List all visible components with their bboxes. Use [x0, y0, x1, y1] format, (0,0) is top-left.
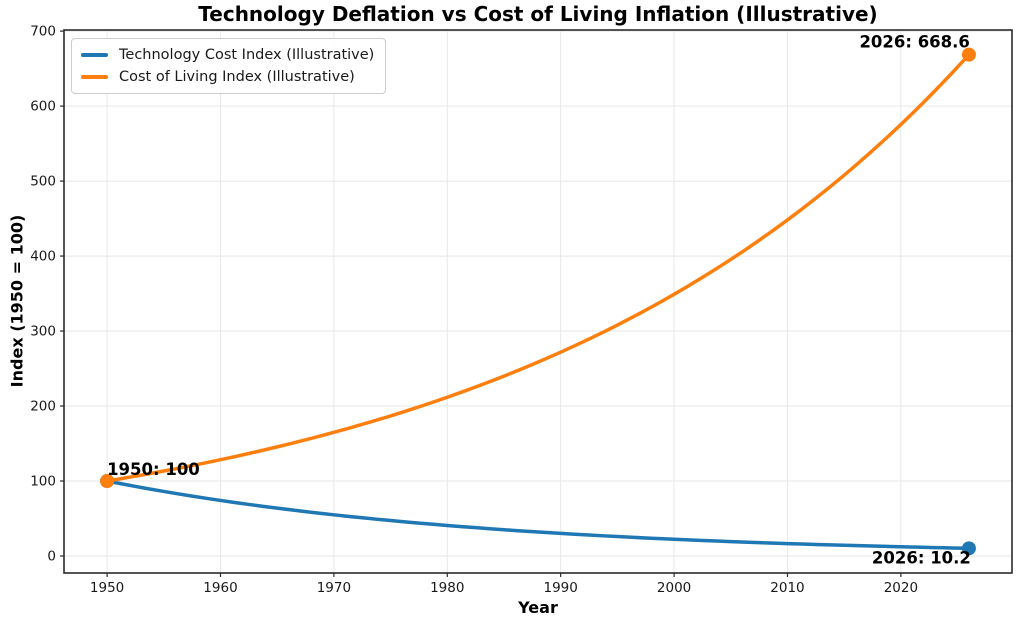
legend-label: Technology Cost Index (Illustrative) [119, 47, 375, 63]
legend-item: Technology Cost Index (Illustrative) [81, 44, 374, 66]
y-tick-label: 200 [30, 399, 56, 415]
legend: Technology Cost Index (Illustrative) Cost… [71, 38, 387, 94]
x-tick-label: 1950 [90, 580, 124, 596]
x-axis-label: Year [518, 598, 558, 617]
y-tick-label: 0 [47, 548, 56, 564]
x-tick-label: 2010 [770, 580, 804, 596]
annotation: 2026: 668.6 [859, 33, 969, 52]
y-tick-label: 300 [30, 324, 56, 340]
legend-swatch [81, 53, 108, 57]
y-tick-label: 600 [30, 99, 56, 115]
series-marker-0 [961, 541, 976, 556]
x-tick-label: 2020 [884, 580, 918, 596]
series-line-0 [105, 479, 971, 551]
legend-label: Cost of Living Index (Illustrative) [119, 69, 355, 85]
annotation: 1950: 100 [107, 460, 200, 479]
chart-title: Technology Deflation vs Cost of Living I… [198, 2, 878, 26]
series-marker-1 [100, 474, 115, 489]
legend-swatch [81, 75, 108, 79]
annotation: 2026: 10.2 [872, 548, 971, 567]
y-tick-label: 500 [30, 174, 56, 190]
series-line-1 [105, 52, 971, 483]
x-tick-label: 2000 [657, 580, 691, 596]
y-tick-label: 400 [30, 249, 56, 265]
plot-border [63, 29, 1013, 574]
x-tick-label: 1960 [203, 580, 237, 596]
x-tick-label: 1970 [317, 580, 351, 596]
series-marker-1 [961, 47, 976, 62]
y-tick-label: 100 [30, 474, 56, 490]
legend-item: Cost of Living Index (Illustrative) [81, 66, 374, 88]
x-tick-label: 1980 [430, 580, 464, 596]
y-tick-label: 700 [30, 24, 56, 40]
y-axis-label: Index (1950 = 100) [7, 214, 27, 388]
x-tick-label: 1990 [543, 580, 577, 596]
